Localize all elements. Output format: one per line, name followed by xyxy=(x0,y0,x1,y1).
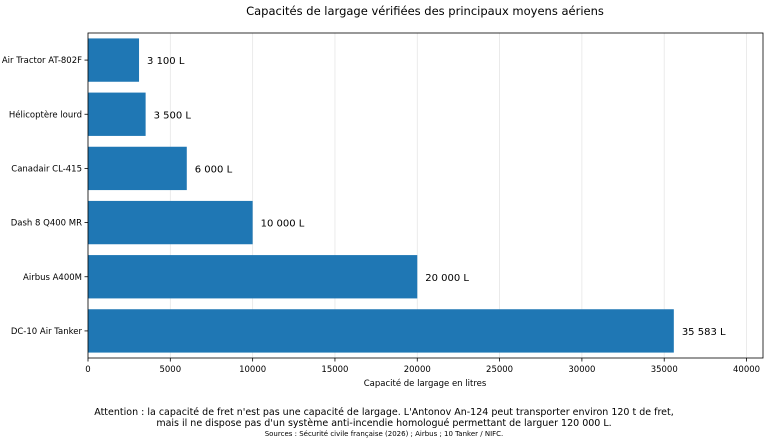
x-tick-label: 25000 xyxy=(486,365,513,375)
x-tick-label: 20000 xyxy=(404,365,431,375)
sources-note: Sources : Sécurité civile française (202… xyxy=(264,430,504,438)
y-tick-label: Air Tractor AT-802F xyxy=(2,56,82,66)
bar-value-label: 20 000 L xyxy=(425,273,469,284)
x-tick-label: 0 xyxy=(85,365,90,375)
x-axis-ticks: 0 5000 10000 15000 20000 25000 30000 35000 40000 xyxy=(85,358,760,375)
bars-group xyxy=(88,38,674,353)
x-axis-title: Capacité de largage en litres xyxy=(364,378,487,389)
chart-title: Capacités de largage vérifiées des princ… xyxy=(246,4,604,18)
bar xyxy=(88,200,253,245)
y-tick-label: Dash 8 Q400 MR xyxy=(11,219,82,229)
y-axis-categories: DC-10 Air Tanker Airbus A400M Dash 8 Q400 … xyxy=(2,56,88,337)
bar xyxy=(88,255,418,299)
note-line-2: mais il ne dispose pas d'un système anti… xyxy=(156,418,612,429)
x-tick-label: 5000 xyxy=(159,365,181,375)
bar xyxy=(88,92,146,136)
note-line-1: Attention : la capacité de fret n'est pa… xyxy=(94,407,674,418)
x-tick-label: 40000 xyxy=(733,365,760,375)
bar xyxy=(88,309,674,353)
bar-value-label: 3 500 L xyxy=(154,110,192,121)
bar-value-label: 6 000 L xyxy=(195,164,233,175)
y-tick-label: Canadair CL-415 xyxy=(11,164,82,174)
x-tick-label: 15000 xyxy=(321,365,348,375)
value-labels: 35 583 L 20 000 L 10 000 L 6 000 L 3 500 L 3 … xyxy=(147,56,726,338)
x-tick-label: 35000 xyxy=(651,365,678,375)
y-tick-label: Hélicoptère lourd xyxy=(9,109,82,120)
bar-value-label: 3 100 L xyxy=(147,56,185,67)
bar xyxy=(88,146,187,191)
bar-value-label: 10 000 L xyxy=(261,219,305,230)
bar xyxy=(88,38,140,82)
y-tick-label: DC-10 Air Tanker xyxy=(11,327,83,337)
x-tick-label: 10000 xyxy=(239,365,266,375)
axes-frame xyxy=(87,32,764,359)
bar-value-label: 35 583 L xyxy=(682,327,726,338)
grid-lines xyxy=(87,33,747,358)
plot-frame xyxy=(87,32,764,359)
y-tick-label: Airbus A400M xyxy=(23,273,82,283)
x-tick-label: 30000 xyxy=(568,365,595,375)
